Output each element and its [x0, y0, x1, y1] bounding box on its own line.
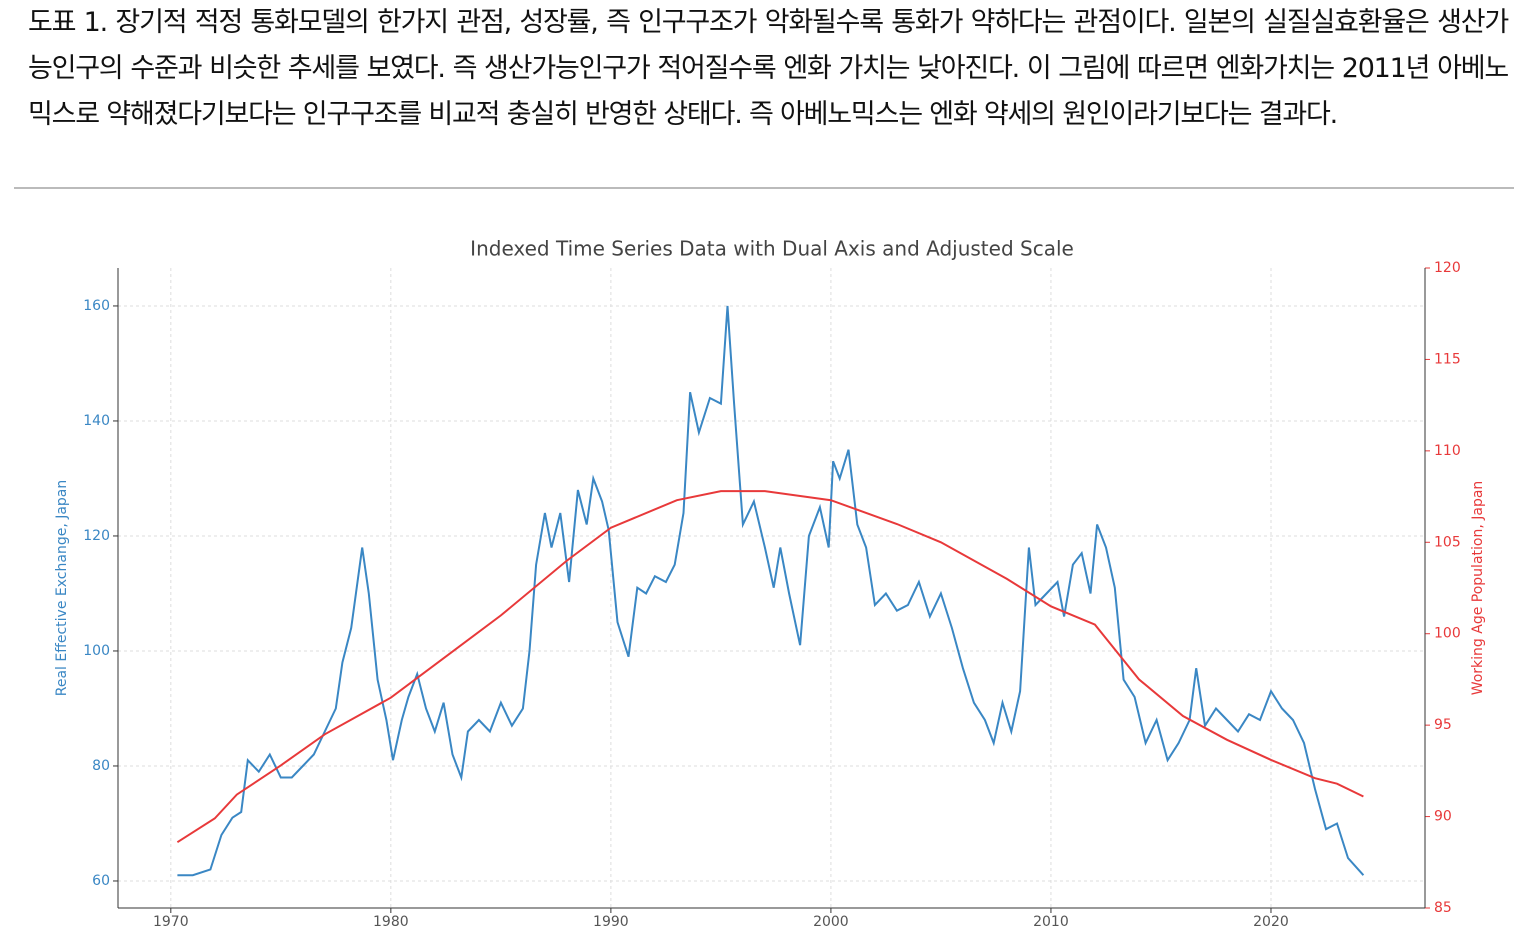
x-tick-label: 1970	[153, 914, 189, 928]
y-tick-label: 80	[92, 758, 110, 774]
x-tick-label: 2010	[1033, 914, 1069, 928]
data-line	[176, 490, 1364, 844]
y-tick-label: 60	[92, 873, 110, 889]
y2-tick-label: 105	[1434, 534, 1461, 550]
divider	[14, 187, 1514, 189]
caption: 도표 1. 장기적 적정 통화모델의 한가지 관점, 성장률, 즉 인구구조가 …	[28, 7, 1509, 130]
y-tick-label: 160	[83, 298, 110, 314]
y-axis-label: Real Effective Exchange, Japan	[54, 480, 70, 697]
y2-tick-label: 110	[1434, 443, 1461, 459]
data-line	[177, 305, 1365, 877]
y2-tick-label: 90	[1434, 809, 1452, 825]
y-tick-label: 100	[83, 643, 110, 659]
y2-tick-label: 120	[1434, 260, 1461, 276]
x-tick-label: 2020	[1253, 914, 1289, 928]
y2-axis-label: Working Age Population, Japan	[1470, 481, 1486, 696]
x-tick-label: 2000	[813, 914, 849, 928]
x-tick-label: 1980	[373, 914, 409, 928]
y-tick-label: 120	[83, 528, 110, 544]
y2-tick-label: 95	[1434, 717, 1452, 733]
y2-tick-label: 100	[1434, 626, 1461, 642]
y2-tick-label: 85	[1434, 900, 1452, 916]
chart: Indexed Time Series Data with Dual Axis …	[54, 237, 1486, 928]
y-tick-label: 140	[83, 413, 110, 429]
chart-title: Indexed Time Series Data with Dual Axis …	[470, 237, 1074, 261]
y2-tick-label: 115	[1434, 351, 1461, 367]
x-tick-label: 1990	[593, 914, 629, 928]
